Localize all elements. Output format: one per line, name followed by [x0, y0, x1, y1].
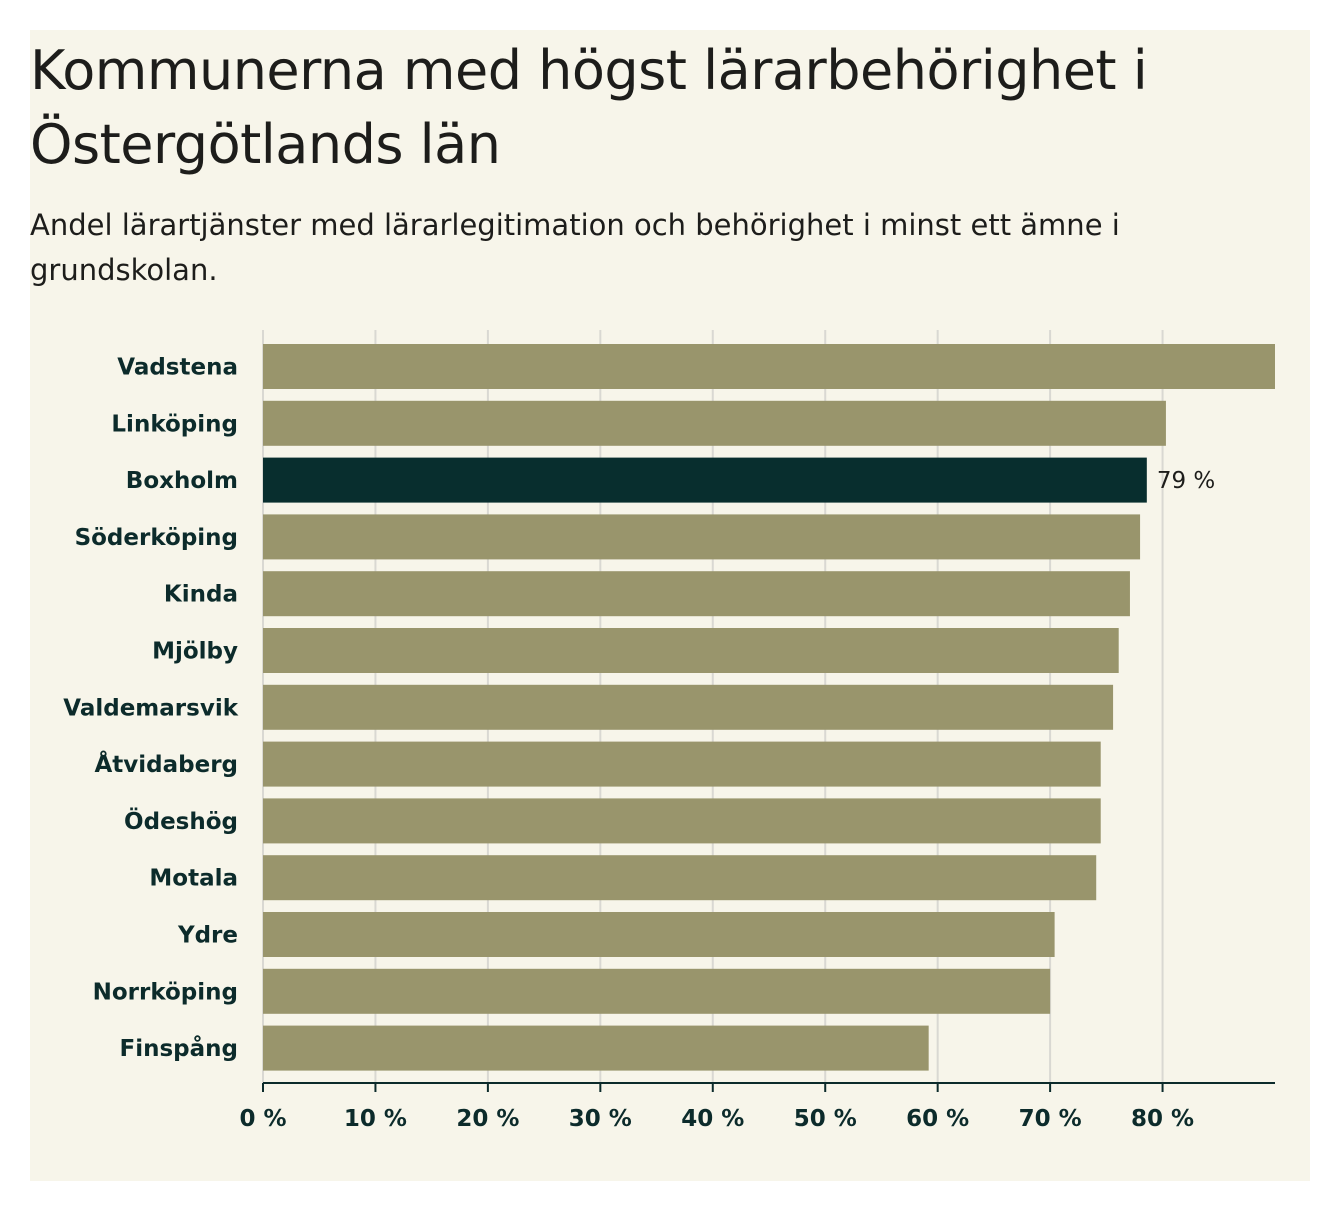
- category-label: Valdemarsvik: [63, 695, 238, 721]
- category-label: Linköping: [111, 411, 238, 437]
- x-tick-label: 50 %: [794, 1106, 857, 1132]
- chart-subtitle: Andel lärartjänster med lärarlegitimatio…: [30, 208, 1120, 287]
- category-label: Finspång: [120, 1035, 238, 1062]
- category-label: Åtvidaberg: [94, 750, 238, 778]
- bar-boxholm: [263, 457, 1147, 503]
- bar-ödeshög: [263, 798, 1101, 844]
- bar-kinda: [263, 571, 1130, 617]
- bar-linköping: [263, 400, 1166, 446]
- bar-motala: [263, 855, 1097, 901]
- bar-valdemarsvik: [263, 684, 1114, 730]
- category-label: Vadstena: [117, 355, 238, 381]
- x-tick-label: 40 %: [681, 1106, 744, 1132]
- category-label: Boxholm: [126, 468, 238, 494]
- x-tick-label: 10 %: [344, 1106, 407, 1132]
- category-label: Kinda: [164, 582, 238, 608]
- bar-norrköping: [263, 968, 1051, 1014]
- category-label: Motala: [149, 866, 238, 892]
- chart-title: Kommunerna med högst lärarbehörighet i Ö…: [30, 39, 1148, 176]
- category-label: Norrköping: [93, 979, 238, 1005]
- bar-ydre: [263, 912, 1055, 957]
- data-label: 79 %: [1157, 468, 1215, 494]
- x-tick-label: 70 %: [1019, 1106, 1082, 1132]
- x-tick-label: 60 %: [906, 1106, 969, 1132]
- bar-söderköping: [263, 514, 1141, 560]
- bar-vadstena: [263, 344, 1275, 389]
- x-tick-label: 0 %: [239, 1106, 286, 1132]
- category-label: Mjölby: [152, 639, 238, 665]
- category-label: Ödeshög: [124, 807, 238, 835]
- bar-mjölby: [263, 628, 1119, 673]
- x-tick-label: 80 %: [1131, 1106, 1194, 1132]
- category-label: Söderköping: [75, 525, 238, 551]
- x-tick-label: 20 %: [456, 1106, 519, 1132]
- bar-finspång: [263, 1025, 929, 1071]
- x-tick-label: 30 %: [569, 1106, 632, 1132]
- category-label: Ydre: [177, 923, 238, 949]
- bar-åtvidaberg: [263, 741, 1101, 787]
